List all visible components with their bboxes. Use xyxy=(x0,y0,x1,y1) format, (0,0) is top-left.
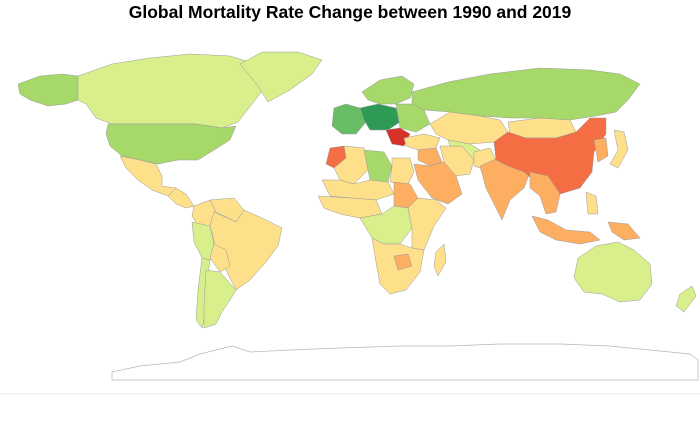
map-title: Global Mortality Rate Change between 199… xyxy=(128,2,572,22)
region-libya xyxy=(363,149,393,183)
region-western-europe xyxy=(331,103,367,135)
region-brazil xyxy=(209,209,283,291)
region-russia xyxy=(411,67,641,121)
region-scandinavia xyxy=(361,75,415,105)
region-japan xyxy=(609,129,629,169)
region-united-states xyxy=(105,123,237,165)
region-philippines xyxy=(585,191,599,215)
region-southeast-asia xyxy=(529,171,561,215)
region-korea xyxy=(593,137,609,163)
region-canada xyxy=(77,53,267,129)
region-sahel xyxy=(321,179,395,201)
region-zimbabwe xyxy=(393,253,413,271)
region-egypt xyxy=(389,157,415,185)
region-antarctica xyxy=(111,343,699,381)
region-new-zealand xyxy=(675,285,697,313)
region-australia xyxy=(573,241,653,303)
region-central-europe xyxy=(359,103,401,131)
region-indonesia xyxy=(531,215,601,245)
region-east-africa xyxy=(407,197,447,251)
region-alaska xyxy=(17,73,79,107)
region-papua-new-guinea xyxy=(607,221,641,241)
region-china xyxy=(493,117,607,195)
region-eastern-europe xyxy=(395,103,431,133)
region-saudi-arabia xyxy=(413,161,463,205)
region-greenland xyxy=(239,51,323,103)
region-argentina xyxy=(203,269,237,329)
region-madagascar xyxy=(433,243,447,277)
region-bolivia xyxy=(209,243,231,273)
region-turkey xyxy=(403,133,441,151)
region-iraq xyxy=(417,147,443,167)
